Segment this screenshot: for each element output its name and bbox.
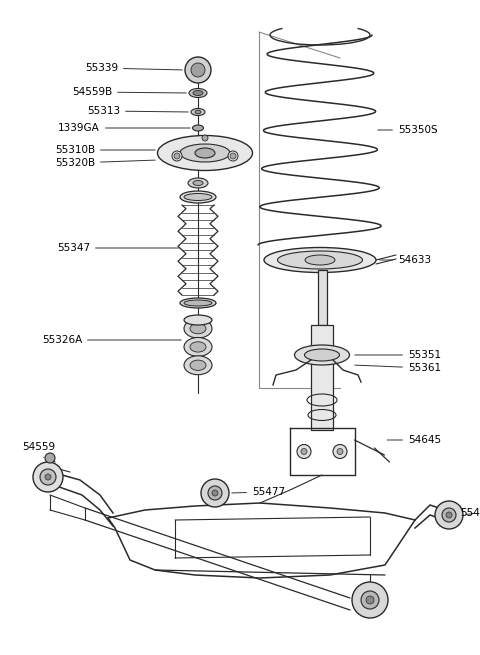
Ellipse shape bbox=[190, 342, 206, 352]
Ellipse shape bbox=[180, 144, 230, 162]
Ellipse shape bbox=[184, 193, 212, 200]
Circle shape bbox=[33, 462, 63, 492]
Circle shape bbox=[301, 449, 307, 455]
Text: 55350S: 55350S bbox=[378, 125, 438, 135]
Text: 54559B: 54559B bbox=[72, 87, 186, 97]
Ellipse shape bbox=[184, 315, 212, 325]
Ellipse shape bbox=[295, 345, 349, 365]
Text: 54559: 54559 bbox=[22, 442, 55, 457]
Ellipse shape bbox=[304, 349, 339, 361]
Ellipse shape bbox=[184, 356, 212, 375]
Circle shape bbox=[172, 151, 182, 161]
Circle shape bbox=[435, 501, 463, 529]
Circle shape bbox=[191, 63, 205, 77]
Text: 55351: 55351 bbox=[355, 350, 441, 360]
Ellipse shape bbox=[193, 90, 203, 96]
Text: 55361: 55361 bbox=[355, 363, 441, 373]
Circle shape bbox=[208, 486, 222, 500]
Circle shape bbox=[202, 135, 208, 141]
Circle shape bbox=[174, 153, 180, 159]
Ellipse shape bbox=[189, 88, 207, 98]
Text: 54645: 54645 bbox=[387, 435, 441, 445]
Ellipse shape bbox=[192, 125, 204, 131]
Text: 55310B: 55310B bbox=[55, 145, 155, 155]
Text: 55477: 55477 bbox=[460, 508, 480, 518]
Circle shape bbox=[297, 445, 311, 458]
Ellipse shape bbox=[195, 148, 215, 158]
Ellipse shape bbox=[184, 319, 212, 338]
Bar bbox=[311, 325, 333, 430]
Circle shape bbox=[40, 469, 56, 485]
Circle shape bbox=[230, 153, 236, 159]
Ellipse shape bbox=[184, 300, 212, 306]
Circle shape bbox=[333, 445, 347, 458]
Text: 55477: 55477 bbox=[232, 487, 285, 497]
Ellipse shape bbox=[195, 110, 201, 114]
Ellipse shape bbox=[193, 181, 203, 185]
Ellipse shape bbox=[305, 255, 335, 265]
Circle shape bbox=[212, 490, 218, 496]
Circle shape bbox=[337, 449, 343, 455]
Circle shape bbox=[446, 512, 452, 518]
Circle shape bbox=[352, 582, 388, 618]
Circle shape bbox=[366, 596, 374, 604]
Ellipse shape bbox=[191, 109, 205, 115]
Ellipse shape bbox=[184, 337, 212, 356]
Ellipse shape bbox=[180, 191, 216, 203]
Ellipse shape bbox=[264, 248, 376, 272]
Circle shape bbox=[442, 508, 456, 522]
Text: 55339: 55339 bbox=[85, 63, 182, 73]
Circle shape bbox=[228, 151, 238, 161]
Circle shape bbox=[361, 591, 379, 609]
Text: 55320B: 55320B bbox=[55, 158, 155, 168]
Circle shape bbox=[201, 479, 229, 507]
Bar bbox=[317, 270, 326, 325]
Text: 55313: 55313 bbox=[87, 106, 188, 116]
Text: 55326A: 55326A bbox=[42, 335, 181, 345]
Ellipse shape bbox=[180, 298, 216, 308]
Text: 54633: 54633 bbox=[380, 255, 431, 265]
Circle shape bbox=[45, 474, 51, 480]
Text: 1339GA: 1339GA bbox=[58, 123, 190, 133]
Ellipse shape bbox=[157, 136, 252, 170]
Ellipse shape bbox=[188, 178, 208, 188]
Circle shape bbox=[45, 453, 55, 463]
Ellipse shape bbox=[277, 251, 362, 269]
Text: 55347: 55347 bbox=[57, 243, 179, 253]
Circle shape bbox=[185, 57, 211, 83]
Ellipse shape bbox=[190, 324, 206, 334]
Ellipse shape bbox=[190, 360, 206, 371]
